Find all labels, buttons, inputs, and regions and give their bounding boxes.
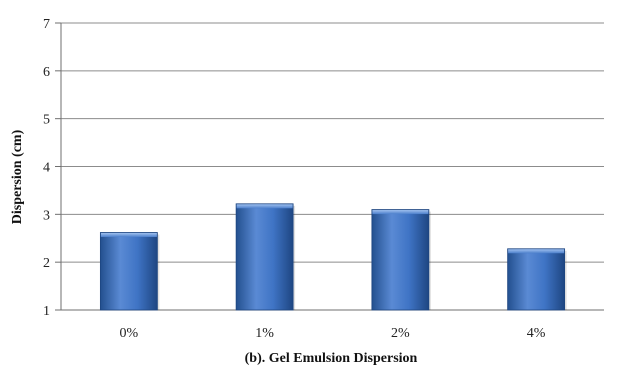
bar-highlight-2 [372,210,429,215]
y-tick-label-4: 5 [43,113,50,128]
y-tick-label-2: 3 [43,208,50,223]
y-tick-label-1: 2 [43,256,50,271]
bar-2 [371,209,430,311]
y-axis-title: Dispersion (cm) [10,129,25,224]
gridlines [61,22,604,263]
y-tick-label-5: 6 [43,65,50,80]
bar-3 [507,248,566,311]
bar-highlight-0 [100,233,157,238]
y-tick-label-6: 7 [43,17,50,32]
y-tick-label-3: 4 [43,161,50,176]
x-tick-label-2: 2% [391,326,410,341]
x-tick-label-0: 0% [120,326,139,341]
bar-highlight-1 [236,204,293,209]
x-tick-label-1: 1% [255,326,274,341]
bars [99,203,567,311]
tick-labels: 1 2 3 4 5 6 7 0% 1% 2% 4% [43,17,546,341]
bar-highlight-3 [508,249,565,254]
y-tick-label-0: 1 [43,304,50,319]
x-axis-title: (b). Gel Emulsion Dispersion [245,351,418,366]
bar-0 [99,232,158,311]
bar-1 [235,203,294,311]
x-tick-label-3: 4% [527,326,546,341]
